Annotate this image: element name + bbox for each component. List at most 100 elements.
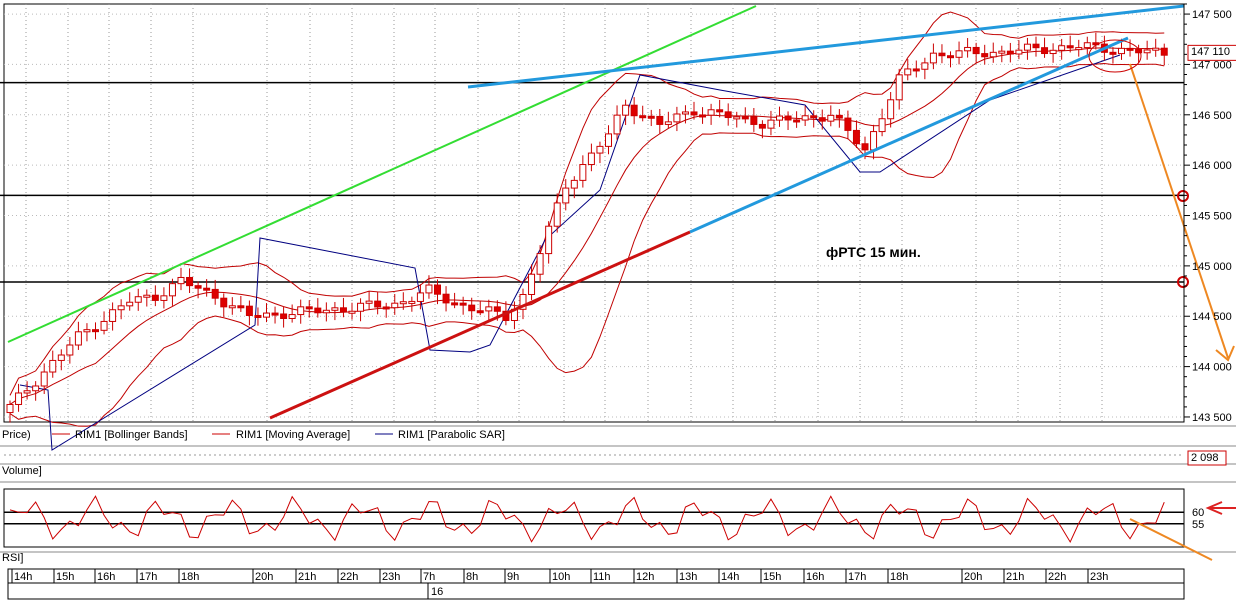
candle bbox=[1006, 50, 1014, 55]
time-label: 22h bbox=[340, 571, 358, 583]
legend-price-label: Price) bbox=[2, 429, 31, 441]
time-label: 9h bbox=[507, 571, 519, 583]
candle bbox=[553, 202, 561, 227]
candle bbox=[818, 117, 826, 122]
candle bbox=[955, 50, 963, 58]
candle bbox=[870, 131, 878, 151]
moving-average bbox=[9, 47, 1165, 405]
time-label: 11h bbox=[593, 571, 611, 583]
candle bbox=[339, 307, 347, 313]
parabolic-sar bbox=[19, 54, 1121, 451]
candle bbox=[357, 302, 365, 312]
last-price-label: 147 110 bbox=[1191, 46, 1230, 58]
candle bbox=[100, 320, 108, 331]
candle bbox=[15, 392, 23, 405]
time-label: 15h bbox=[56, 571, 74, 583]
candle bbox=[117, 305, 125, 311]
rsi-frame bbox=[3, 488, 1185, 548]
time-label: 8h bbox=[466, 571, 478, 583]
candle bbox=[1152, 47, 1160, 51]
candle bbox=[1160, 47, 1168, 56]
chart-annotation: фРТС 15 мин. bbox=[826, 244, 921, 260]
candle bbox=[40, 371, 48, 387]
candle bbox=[1126, 47, 1134, 51]
candle bbox=[186, 276, 194, 287]
candle bbox=[647, 115, 655, 119]
last-price-box bbox=[1187, 44, 1236, 61]
candle bbox=[168, 283, 176, 297]
candle bbox=[921, 62, 929, 70]
candle bbox=[177, 276, 185, 285]
price-tick-label: 146 000 bbox=[1192, 160, 1232, 172]
price-frame bbox=[3, 3, 1185, 423]
candle bbox=[442, 293, 450, 304]
time-label: 18h bbox=[181, 571, 199, 583]
candle bbox=[1023, 43, 1031, 51]
candle bbox=[348, 310, 356, 314]
candle bbox=[74, 331, 82, 346]
rsi-forecast-line bbox=[1129, 518, 1213, 561]
candle bbox=[519, 293, 527, 310]
time-label: 16h bbox=[97, 571, 115, 583]
candle bbox=[596, 145, 604, 154]
blue-support-line bbox=[689, 36, 1129, 234]
candle bbox=[690, 111, 698, 116]
time-label: 16h bbox=[806, 571, 824, 583]
candle bbox=[844, 117, 852, 131]
candle bbox=[228, 305, 236, 309]
sar-line bbox=[19, 54, 1121, 451]
candle bbox=[6, 403, 14, 414]
forecast-arrow bbox=[1129, 63, 1229, 359]
price-panel bbox=[0, 3, 1236, 553]
candle bbox=[929, 52, 937, 64]
candle bbox=[861, 143, 869, 151]
candle bbox=[545, 225, 553, 255]
time-label: 14h bbox=[14, 571, 32, 583]
candle bbox=[331, 307, 339, 311]
time-label: 23h bbox=[382, 571, 400, 583]
candle bbox=[1015, 49, 1023, 55]
candle bbox=[989, 51, 997, 58]
candle bbox=[66, 344, 74, 356]
candle bbox=[263, 312, 270, 318]
candle bbox=[570, 179, 578, 189]
time-label: 7h bbox=[423, 571, 435, 583]
candle bbox=[707, 109, 715, 116]
candle bbox=[297, 306, 305, 316]
candle bbox=[895, 74, 903, 101]
candles bbox=[6, 32, 1168, 423]
candle bbox=[245, 305, 253, 316]
date-label: 16 bbox=[431, 586, 443, 598]
volume-label: Volume] bbox=[2, 465, 42, 477]
candle bbox=[57, 354, 65, 361]
horizontal-levels bbox=[0, 81, 1184, 283]
candle bbox=[1083, 42, 1091, 49]
price-tick-label: 145 000 bbox=[1192, 261, 1232, 273]
candle bbox=[767, 119, 775, 129]
candle bbox=[374, 300, 382, 308]
candle bbox=[639, 115, 647, 119]
candle bbox=[699, 114, 707, 118]
red-trend-line bbox=[269, 230, 691, 420]
candle bbox=[741, 116, 749, 120]
bollinger-lower bbox=[9, 63, 1165, 427]
candle bbox=[92, 329, 99, 333]
candle bbox=[459, 302, 467, 306]
candle bbox=[1109, 51, 1117, 55]
volume-last-value: 2 098 bbox=[1191, 452, 1219, 464]
candle bbox=[947, 55, 954, 59]
candle bbox=[827, 114, 835, 122]
time-label: 18h bbox=[890, 571, 908, 583]
candle bbox=[793, 119, 801, 123]
volume-last-box bbox=[1187, 450, 1227, 466]
candle bbox=[1066, 45, 1074, 49]
candle bbox=[733, 116, 741, 120]
candle bbox=[485, 306, 493, 312]
legend-sar-label: RIM1 [Parabolic SAR] bbox=[398, 429, 505, 441]
candle bbox=[810, 115, 818, 119]
candle bbox=[724, 111, 732, 119]
price-tick-label: 144 500 bbox=[1192, 311, 1232, 323]
candle bbox=[1075, 47, 1083, 51]
candle bbox=[536, 253, 544, 275]
